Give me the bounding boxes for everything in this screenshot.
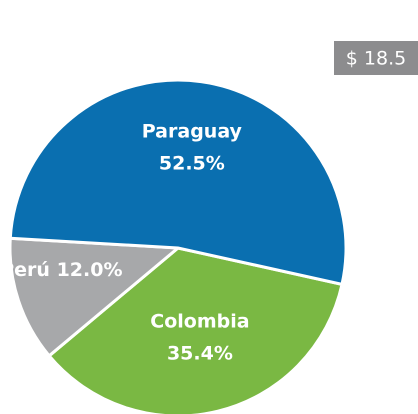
category-label: Perú <box>0 258 50 280</box>
price-tag <box>334 41 418 75</box>
category-label: Paraguay <box>142 121 243 143</box>
category-label: Colombia <box>150 310 249 332</box>
value-label: 35.4% <box>167 342 233 364</box>
pie-slice <box>8 78 348 287</box>
price-label: $ 18.5 <box>346 48 406 70</box>
pie-slice <box>47 246 344 414</box>
slice-label: Perú 12.0% <box>0 258 122 280</box>
value-label: 52.5% <box>159 153 225 175</box>
value-label: 12.0% <box>57 258 123 280</box>
pie-slice <box>8 236 182 358</box>
